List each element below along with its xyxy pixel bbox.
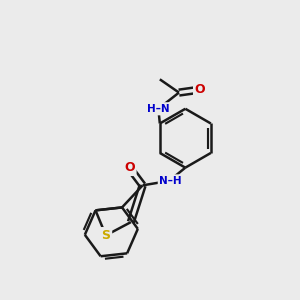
Text: O: O [195,83,206,96]
Text: O: O [124,161,135,174]
Text: H–N: H–N [147,104,170,114]
Text: S: S [101,229,110,242]
Text: N–H: N–H [159,176,182,186]
